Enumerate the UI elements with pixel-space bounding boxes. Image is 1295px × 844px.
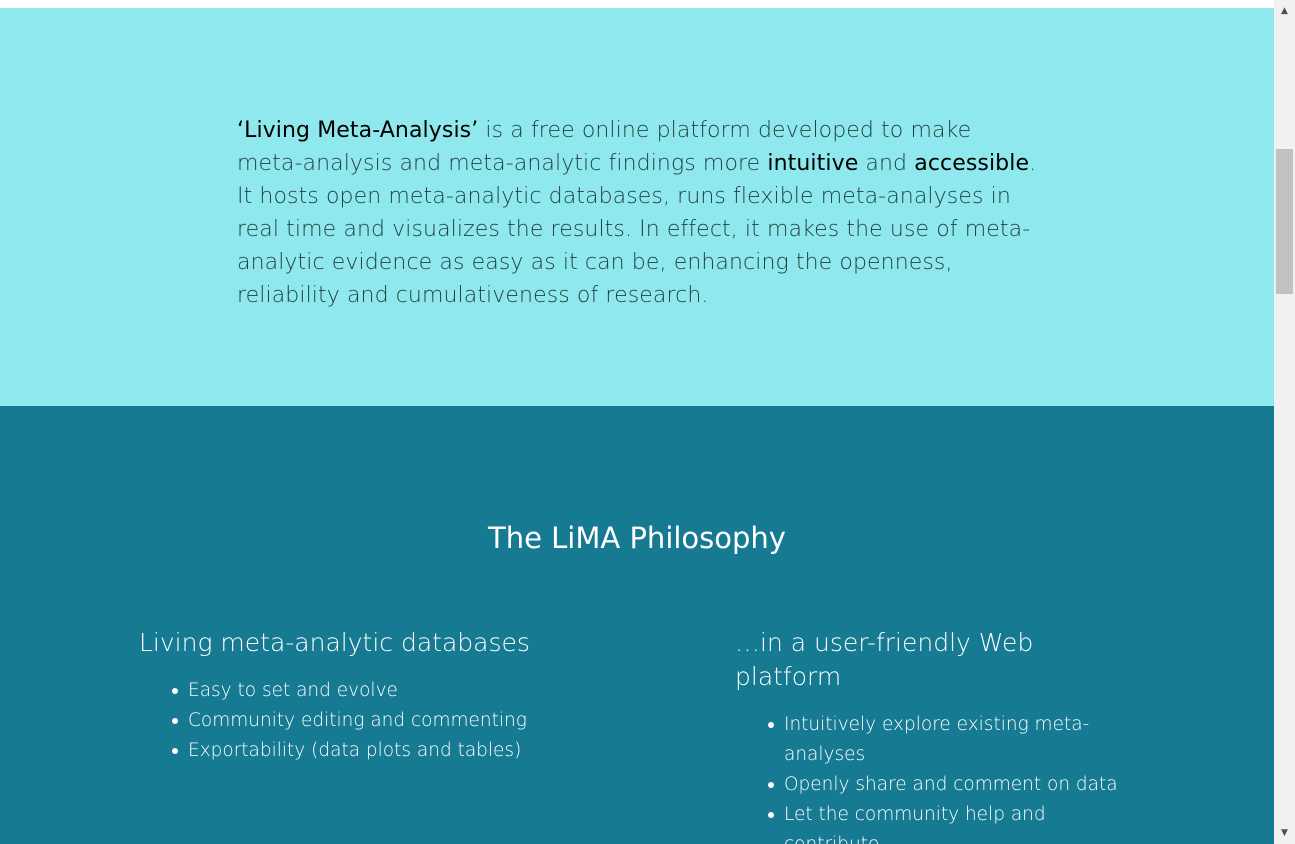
list-item: Exportability (data plots and tables) <box>172 736 559 766</box>
databases-list: Easy to set and evolve Community editing… <box>139 676 559 766</box>
list-item: Community editing and commenting <box>172 706 559 736</box>
intro-text-and: and <box>858 151 915 176</box>
scroll-up-arrow-icon[interactable]: ▲ <box>1281 5 1288 16</box>
intro-section: ‘Living Meta-Analysis’ is a free online … <box>0 8 1274 406</box>
list-item: Openly share and comment on data <box>768 770 1125 800</box>
platform-list: Intuitively explore existing meta-analys… <box>735 710 1125 844</box>
list-item: Intuitively explore existing meta-analys… <box>768 710 1125 770</box>
platform-column: …in a user-friendly Web platform Intuiti… <box>735 626 1125 844</box>
philosophy-section: The LiMA Philosophy Living meta-analytic… <box>0 406 1274 844</box>
scroll-down-arrow-icon[interactable]: ▼ <box>1281 827 1288 838</box>
list-item: Easy to set and evolve <box>172 676 559 706</box>
philosophy-title: The LiMA Philosophy <box>488 521 786 555</box>
databases-heading: Living meta-analytic databases <box>139 628 530 657</box>
databases-column: Living meta-analytic databases Easy to s… <box>139 626 559 766</box>
list-item: Let the community help and contribute <box>768 800 1125 844</box>
intro-paragraph: ‘Living Meta-Analysis’ is a free online … <box>237 114 1042 312</box>
platform-name: ‘Living Meta-Analysis’ <box>237 118 479 143</box>
intro-text-1: is a free online platform developed to m… <box>237 118 972 176</box>
intro-text-2: . It hosts open meta-analytic databases,… <box>237 151 1037 308</box>
intuitive-word: intuitive <box>767 151 859 176</box>
platform-heading: …in a user-friendly Web platform <box>735 628 1034 691</box>
vertical-scrollbar[interactable]: ▲ ▼ <box>1274 0 1295 844</box>
scrollbar-thumb[interactable] <box>1276 149 1293 294</box>
accessible-word: accessible <box>914 151 1030 176</box>
